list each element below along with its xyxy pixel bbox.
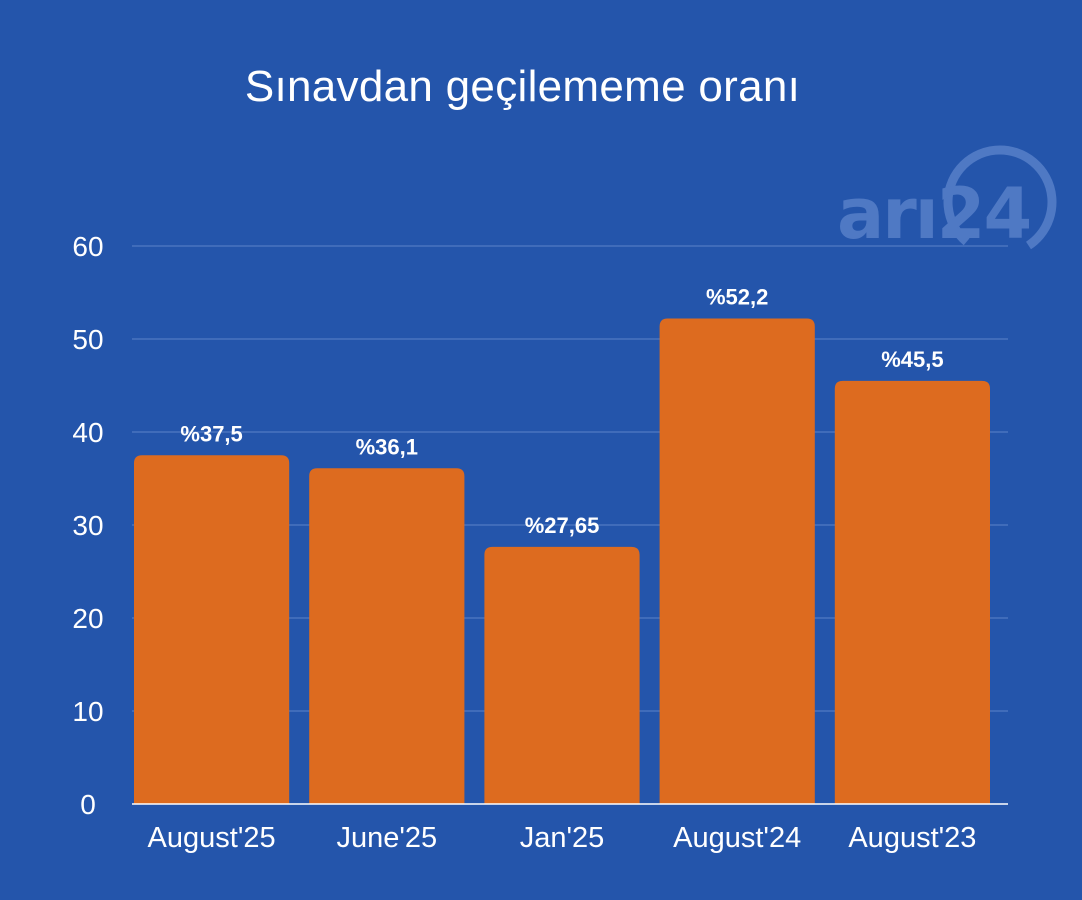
x-tick-label: Jan'25 <box>520 822 605 854</box>
y-tick-label: 60 <box>72 231 103 262</box>
chart-title: Sınavdan geçilememe oranı <box>244 62 801 111</box>
bar <box>134 455 290 804</box>
data-label: %52,2 <box>706 285 768 310</box>
x-tick-label: August'25 <box>148 822 276 854</box>
x-tick-label: June'25 <box>336 822 437 854</box>
x-tick-label: August'23 <box>848 822 976 854</box>
y-tick-label: 0 <box>80 789 96 820</box>
x-tick-label: August'24 <box>673 822 801 854</box>
bar <box>834 380 990 804</box>
data-label: %37,5 <box>180 421 242 446</box>
logo-text: arı24 <box>837 173 1030 255</box>
y-tick-label: 30 <box>72 510 103 541</box>
y-tick-label: 20 <box>72 603 103 634</box>
data-label: %36,1 <box>356 434 418 459</box>
y-tick-label: 40 <box>72 417 103 448</box>
y-tick-label: 10 <box>72 696 103 727</box>
y-tick-label: 50 <box>72 324 103 355</box>
bar <box>309 468 465 804</box>
watermark-logo: arı24 <box>837 145 1057 259</box>
data-label: %45,5 <box>881 347 943 372</box>
data-label: %27,65 <box>525 513 600 538</box>
bar <box>659 318 815 804</box>
bar <box>484 546 640 804</box>
